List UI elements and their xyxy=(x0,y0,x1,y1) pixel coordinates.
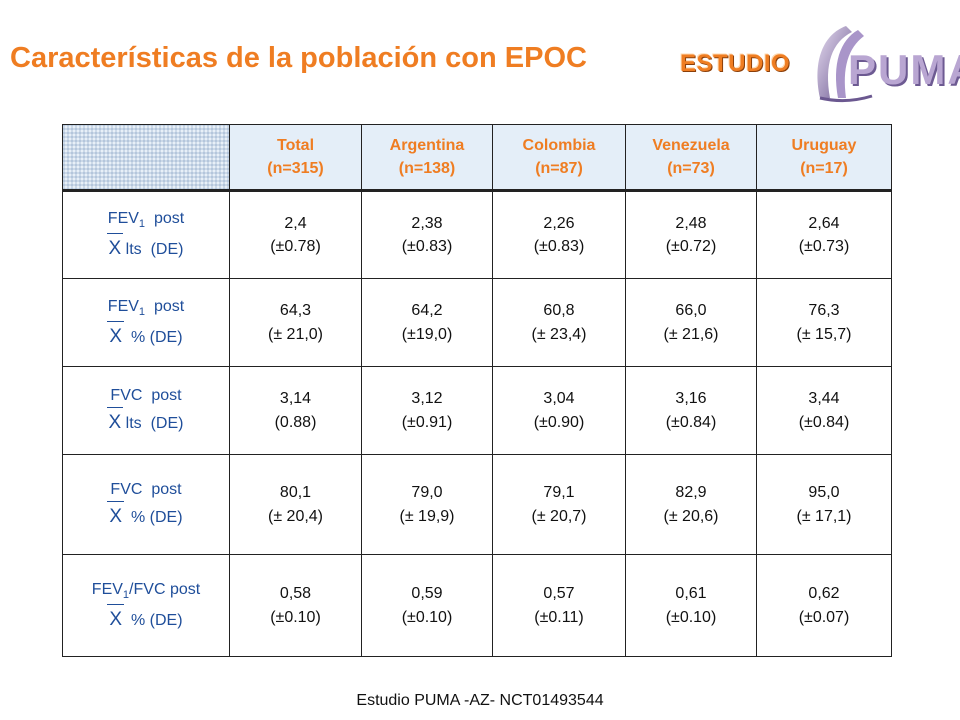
header-uruguay: Uruguay (n=17) xyxy=(756,124,892,192)
cell-value: 95,0 (± 17,1) xyxy=(756,454,892,555)
population-characteristics-table: Total (n=315) Argentina (n=138) Colombia (n… xyxy=(62,124,892,657)
table-row: FVC post X % (DE) 80,1 (± 20,4) 79,0 (± 19… xyxy=(62,454,892,555)
cell-value: 79,0 (± 19,9) xyxy=(361,454,493,555)
logo-puma-text: PUMA xyxy=(848,46,960,93)
cell-value: 2,4 (±0.78) xyxy=(229,190,362,279)
cell-value: 60,8 (± 23,4) xyxy=(492,278,626,367)
cell-value: 66,0 (± 21,6) xyxy=(625,278,757,367)
cell-value: 2,64 (±0.73) xyxy=(756,190,892,279)
cell-value: 3,44 (±0.84) xyxy=(756,366,892,455)
row-label-fev1-lts: FEV1 post X lts (DE) xyxy=(62,190,230,279)
cell-value: 82,9 (± 20,6) xyxy=(625,454,757,555)
cell-value: 0,62 (±0.07) xyxy=(756,554,892,657)
cell-value: 2,48 (±0.72) xyxy=(625,190,757,279)
page-title: Características de la población con EPOC xyxy=(10,42,587,74)
cell-value: 76,3 (± 15,7) xyxy=(756,278,892,367)
row-label-fev1-fvc: FEV1/FVC post X % (DE) xyxy=(62,554,230,657)
table-row: FEV1/FVC post X % (DE) 0,58 (±0.10) 0,59(… xyxy=(62,554,892,657)
cell-value: 2,38 (±0.83) xyxy=(361,190,493,279)
row-label-fev1-pct: FEV1 post X % (DE) xyxy=(62,278,230,367)
cell-value: 2,26 (±0.83) xyxy=(492,190,626,279)
footer-study-id: Estudio PUMA -AZ- NCT01493544 xyxy=(356,692,604,709)
header-argentina: Argentina (n=138) xyxy=(361,124,493,192)
table-row: FVC post X lts (DE) 3,14 (0.88) 3,12 (±0.9… xyxy=(62,366,892,455)
table-corner-cell xyxy=(62,124,230,192)
header-colombia: Colombia (n=87) xyxy=(492,124,626,192)
cell-value: 3,14 (0.88) xyxy=(229,366,362,455)
table-row: FEV1 post X % (DE) 64,3 (± 21,0) 64,2 (±19… xyxy=(62,278,892,367)
header-total: Total (n=315) xyxy=(229,124,362,192)
cell-value: 0,58 (±0.10) xyxy=(229,554,362,657)
logo-estudio-text: ESTUDIO xyxy=(680,50,791,77)
cell-value: 64,3 (± 21,0) xyxy=(229,278,362,367)
cell-value: 3,12 (±0.91) xyxy=(361,366,493,455)
row-label-fvc-lts: FVC post X lts (DE) xyxy=(62,366,230,455)
header-venezuela: Venezuela (n=73) xyxy=(625,124,757,192)
cell-value: 0,57 (±0.11) xyxy=(492,554,626,657)
table-header-row: Total (n=315) Argentina (n=138) Colombia (n… xyxy=(62,124,892,192)
cell-value: 3,16 (±0.84) xyxy=(625,366,757,455)
logo-swoosh-icon xyxy=(817,26,873,103)
row-label-fvc-pct: FVC post X % (DE) xyxy=(62,454,230,555)
cell-value: 64,2 (±19,0) xyxy=(361,278,493,367)
puma-study-logo: ESTUDIO PUMA xyxy=(676,20,960,110)
cell-value: 0,59 (±0.10) xyxy=(361,554,493,657)
cell-value: 79,1 (± 20,7) xyxy=(492,454,626,555)
table-row: FEV1 post X lts (DE) 2,4 (±0.78) 2,38 (±0.… xyxy=(62,190,892,279)
cell-value: 0,61 (±0.10) xyxy=(625,554,757,657)
cell-value: 80,1 (± 20,4) xyxy=(229,454,362,555)
cell-value: 3,04 (±0.90) xyxy=(492,366,626,455)
